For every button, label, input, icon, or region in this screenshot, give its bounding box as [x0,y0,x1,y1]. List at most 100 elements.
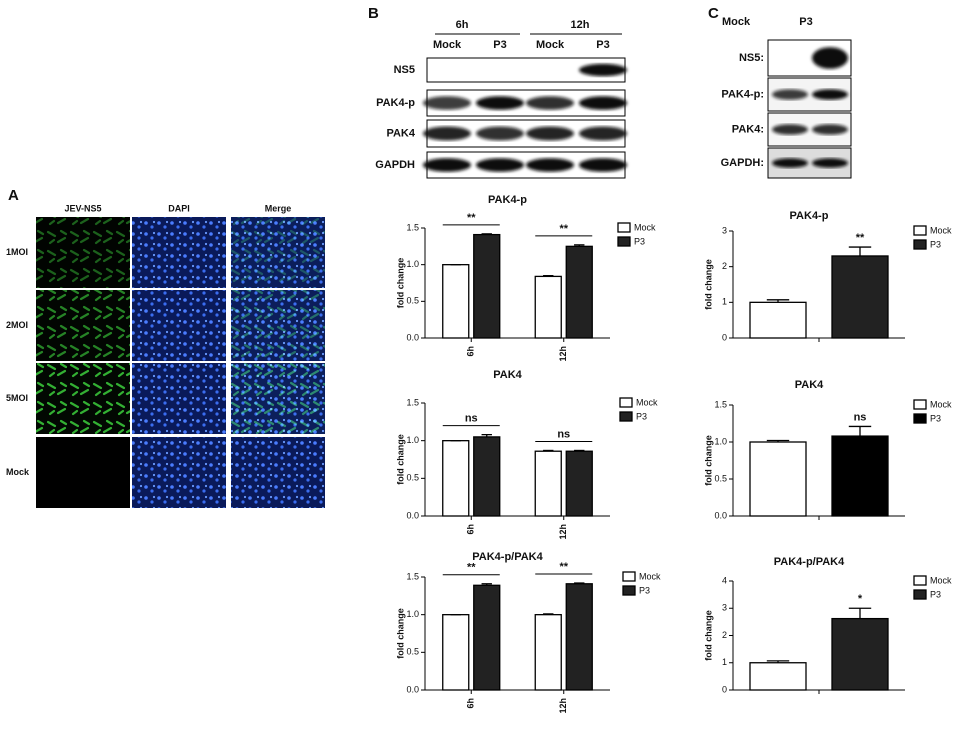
y-tick-label: 1 [722,297,727,307]
bar [749,441,807,517]
row-label: 5MOI [6,393,28,403]
band-label: NS5 [394,64,415,76]
legend-swatch [619,411,633,422]
blot-band [423,126,471,141]
y-axis-label: fold change [395,434,405,485]
column-header: DAPI [168,203,190,213]
y-tick-label: 0.0 [406,684,419,694]
chart-title: PAK4 [493,369,522,381]
bar [534,450,562,517]
significance-label: ** [467,562,476,574]
legend-label: P3 [930,413,941,423]
y-tick-label: 1.0 [714,436,727,446]
lane-label: P3 [596,39,609,51]
chart-title: PAK4 [795,379,824,391]
image-merge-signal [231,290,325,361]
row-label: Mock [6,467,30,477]
legend-swatch [913,575,927,586]
legend-label: Mock [930,575,952,585]
lane-label: P3 [493,39,506,51]
y-tick-label: 1.0 [406,609,419,619]
image-dapi [132,363,226,434]
y-tick-label: 0.5 [406,473,419,483]
y-axis-label: fold change [395,608,405,659]
blot-band [476,158,524,172]
bar [565,245,593,339]
y-tick-label: 1 [722,657,727,667]
chart-title: PAK4-p [488,194,527,206]
chart-title: PAK4-p/PAK4 [472,551,543,563]
significance-label: ** [856,232,865,244]
bar [442,440,470,517]
band-label: GAPDH [375,159,415,171]
blot-band [579,126,627,141]
row-label: 2MOI [6,320,28,330]
panel-label: B [368,5,379,22]
lane-label: P3 [799,16,812,28]
lane-label: Mock [536,39,565,51]
bar [473,584,501,691]
significance-label: ns [465,413,478,425]
y-tick-label: 4 [722,575,727,585]
time-label: 6h [456,19,469,31]
significance-label: ** [559,561,568,573]
y-tick-label: 3 [722,225,727,235]
blot-band [579,96,627,110]
y-tick-label: 1.0 [406,435,419,445]
y-tick-label: 1.5 [406,222,419,232]
bar [534,614,562,691]
image-merge-signal [231,217,325,288]
legend-label: Mock [634,222,656,232]
x-tick-label: 12h [558,698,568,714]
significance-label: ** [467,212,476,224]
bar [749,301,807,339]
significance-label: * [858,593,863,605]
y-tick-label: 0 [722,684,727,694]
legend-swatch [913,589,927,600]
blot-band [772,124,808,135]
band-label: NS5: [739,52,764,64]
bar [473,233,501,339]
band-label: PAK4: [732,123,764,135]
x-tick-label: 6h [466,346,476,357]
lane-label: Mock [433,39,462,51]
bar [442,614,470,691]
legend-swatch [913,413,927,424]
image-merge-signal [231,363,325,434]
y-tick-label: 0.5 [714,473,727,483]
legend-label: P3 [930,239,941,249]
blot-band [423,158,471,172]
blot-band [812,47,848,69]
legend-swatch [617,236,631,247]
bar [534,275,562,339]
image-dapi [132,437,226,508]
column-header: Merge [265,203,292,213]
x-tick-label: 6h [466,698,476,709]
x-tick-label: 6h [466,524,476,535]
image-dapi [132,217,226,288]
blot-band [476,126,524,141]
y-tick-label: 0 [722,332,727,342]
blot-band [476,96,524,110]
row-label: 1MOI [6,247,28,257]
y-axis-label: fold change [703,259,713,310]
legend-swatch [913,239,927,250]
bar [565,583,593,691]
legend-swatch [622,571,636,582]
bar [473,436,501,517]
y-tick-label: 0.0 [406,332,419,342]
y-tick-label: 1.5 [714,399,727,409]
significance-label: ** [559,223,568,235]
panel-label: A [8,187,19,204]
legend-swatch [617,222,631,233]
x-tick-label: 12h [558,346,568,362]
y-axis-label: fold change [703,435,713,486]
band-label: PAK4 [386,127,415,139]
bar [749,662,807,691]
bar [565,450,593,517]
legend-swatch [619,397,633,408]
blot-band [526,158,574,172]
y-tick-label: 0.5 [406,647,419,657]
chart-title: PAK4-p/PAK4 [774,556,845,568]
